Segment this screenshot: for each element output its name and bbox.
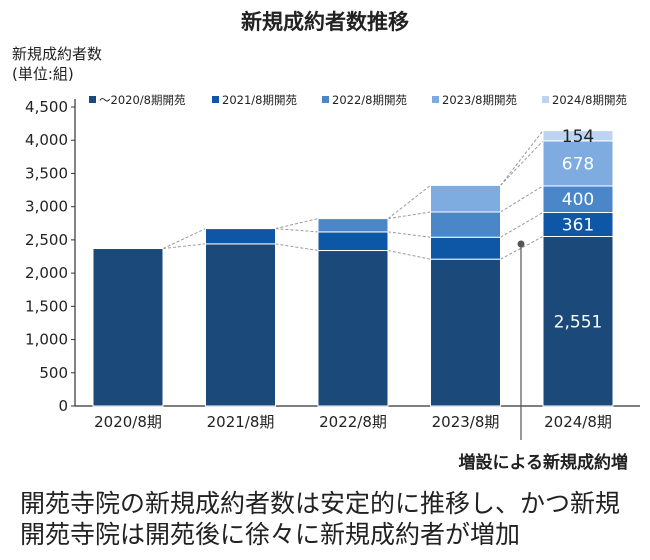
bar-segment	[317, 231, 389, 252]
y-tick-label: 1,000	[25, 331, 68, 349]
bar-segment	[430, 184, 501, 213]
connector-line	[500, 130, 544, 186]
bar-segment	[92, 248, 164, 407]
bar-segment	[205, 228, 276, 245]
data-label: 2,551	[554, 312, 603, 332]
y-tick-label: 4,000	[25, 131, 68, 149]
legend-swatch-2	[212, 96, 219, 103]
connector-line	[387, 185, 431, 220]
data-label: 400	[562, 190, 594, 210]
connector-line	[500, 140, 544, 186]
legend-label-4: 2023/8期開苑	[442, 93, 517, 107]
connector-line	[275, 243, 319, 252]
connector-line	[500, 185, 544, 213]
caption-line-2: 開苑寺院は開苑後に徐々に新規成約者が増加	[20, 520, 521, 549]
connector-line	[275, 218, 319, 230]
y-tick-label: 1,500	[25, 297, 68, 315]
legend-label-5: 2024/8期開苑	[552, 93, 627, 107]
y-tick-label: 3,000	[25, 198, 68, 216]
legend-label-2: 2021/8期開苑	[222, 93, 297, 107]
y-tick-label: 4,500	[25, 98, 68, 116]
y-tick-label: 500	[39, 364, 68, 382]
connector-line	[162, 228, 206, 249]
connector-line	[500, 236, 544, 260]
y-tick-label: 2,500	[25, 231, 68, 249]
bar-segment	[430, 211, 501, 238]
connector-line	[387, 211, 431, 220]
y-axis-label: 新規成約者数	[12, 45, 102, 63]
bar-segment	[317, 250, 389, 407]
caption: 開苑寺院の新規成約者数は安定的に推移し、かつ新規 開苑寺院は開苑後に徐々に新規成…	[20, 488, 640, 550]
chart-title: 新規成約者数推移	[241, 10, 409, 34]
connector-line	[387, 231, 431, 238]
x-tick-label: 2020/8期	[94, 413, 162, 431]
connector-line	[275, 228, 319, 233]
x-tick-label: 2021/8期	[207, 413, 275, 431]
y-tick-label: 3,500	[25, 164, 68, 182]
y-tick-label: 0	[58, 397, 68, 415]
data-label: 154	[562, 127, 594, 147]
x-tick-label: 2022/8期	[319, 413, 387, 431]
bar-segment	[317, 218, 389, 233]
connector-line	[387, 250, 431, 260]
connector-line	[162, 243, 206, 250]
data-label: 678	[562, 154, 594, 174]
legend-label-1: 〜2020/8期開苑	[99, 93, 186, 107]
bar-segment	[205, 243, 276, 407]
legend-swatch-4	[432, 96, 439, 103]
bar-segment	[542, 140, 614, 187]
bar-segment	[542, 236, 614, 407]
legend-label-3: 2022/8期開苑	[332, 93, 407, 107]
bar-segment	[542, 130, 614, 142]
annotation-text: 増設による新規成約増	[459, 452, 629, 473]
connector-line	[500, 212, 544, 238]
bar-segment	[430, 258, 501, 407]
legend-swatch-3	[322, 96, 329, 103]
y-axis-unit: (単位:組)	[12, 65, 74, 83]
bar-segment	[430, 236, 501, 260]
caption-line-1: 開苑寺院の新規成約者数は安定的に推移し、かつ新規	[20, 489, 621, 518]
y-tick-label: 2,000	[25, 264, 68, 282]
x-tick-label: 2023/8期	[432, 413, 500, 431]
legend-swatch-5	[542, 96, 549, 103]
x-tick-label: 2024/8期	[544, 413, 612, 431]
legend-swatch-1	[89, 96, 96, 103]
data-label: 361	[562, 216, 594, 236]
